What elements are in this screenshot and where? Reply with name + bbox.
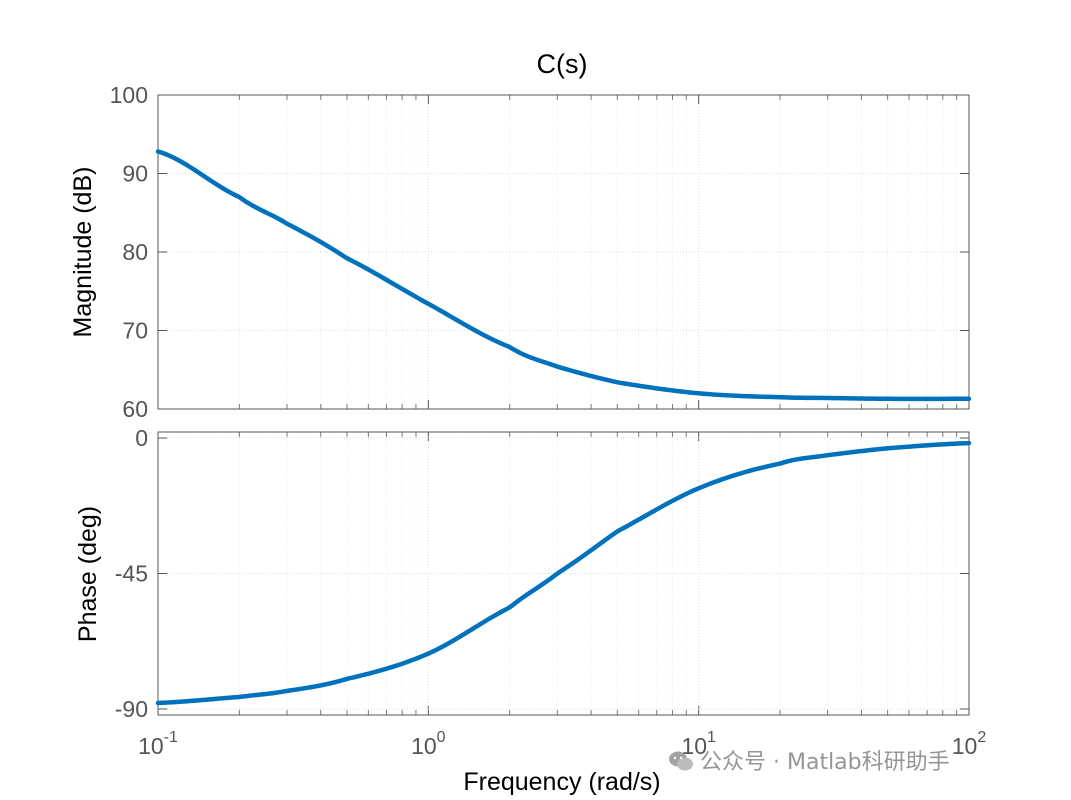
magnitude-y-tick-label: 70 (122, 318, 148, 344)
x-tick-label: 10-1 (138, 729, 178, 759)
magnitude-ylabel: Magnitude (dB) (69, 167, 97, 338)
magnitude-y-tick-label: 60 (122, 396, 148, 422)
magnitude-series-line (155, 149, 972, 402)
phase-y-tick-label: -45 (115, 561, 148, 587)
phase-y-tick-label: -90 (115, 696, 148, 722)
magnitude-y-tick-label: 100 (110, 82, 148, 108)
magnitude-y-tick-label: 80 (122, 239, 148, 265)
x-tick-label: 102 (952, 729, 987, 759)
x-tick-label: 101 (681, 729, 716, 759)
chart-title: C(s) (537, 49, 588, 79)
watermark-text: 公众号 · Matlab科研助手 (700, 750, 950, 775)
phase-series-line (155, 440, 972, 706)
magnitude-axes: 100 90 80 70 60 (110, 82, 972, 422)
phase-axes-box (157, 431, 970, 716)
phase-ylabel: Phase (deg) (74, 506, 102, 642)
wechat-icon (669, 751, 693, 771)
watermark: 公众号 · Matlab科研助手 (668, 744, 950, 776)
phase-y-tick-label: 0 (135, 425, 148, 451)
x-tick-label: 100 (411, 729, 446, 759)
magnitude-y-tick-label: 90 (122, 161, 148, 187)
magnitude-axes-box (157, 94, 970, 410)
x-axis-label: Frequency (rad/s) (463, 768, 660, 796)
phase-axes: 0 -45 -90 10-1 100 101 102 (115, 425, 987, 759)
